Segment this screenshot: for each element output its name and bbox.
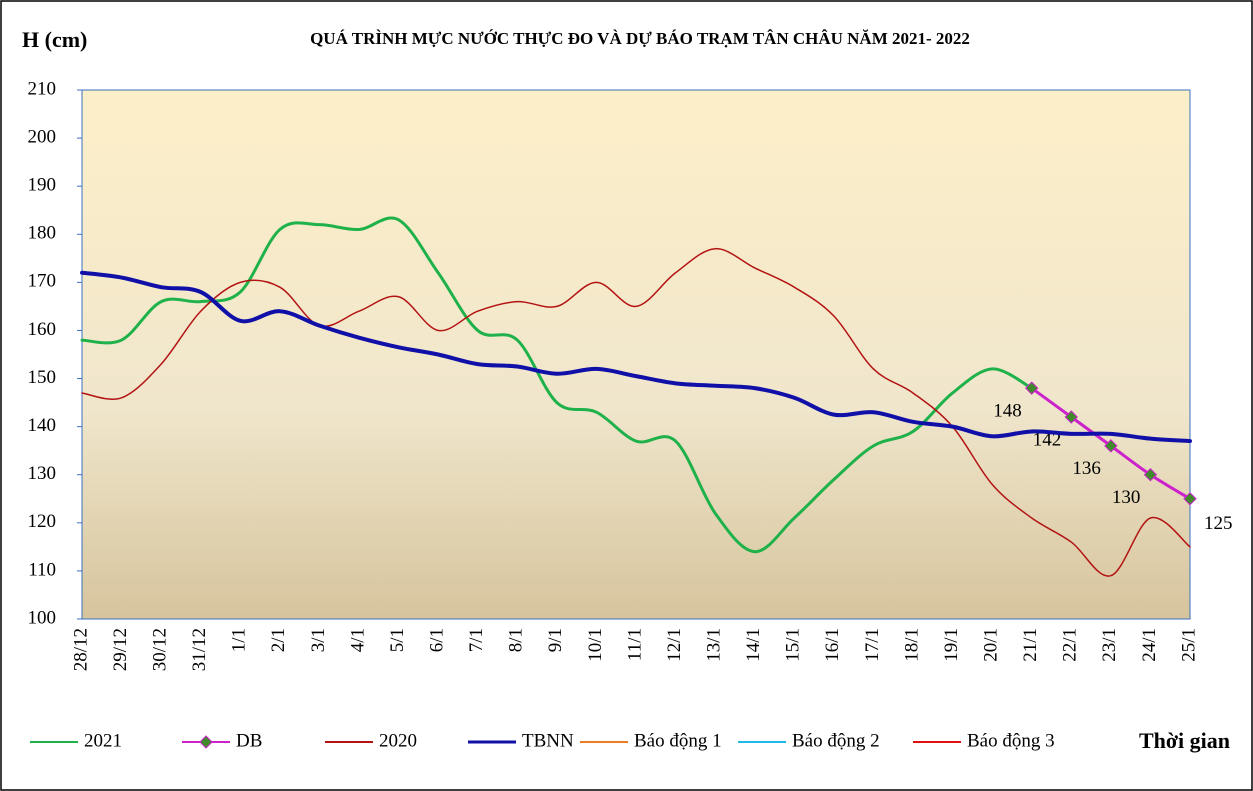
chart-title: QUÁ TRÌNH MỰC NƯỚC THỰC ĐO VÀ DỰ BÁO TRẠ… <box>310 29 970 48</box>
x-tick-label: 15/1 <box>783 628 804 662</box>
legend-label: 2020 <box>379 730 417 751</box>
x-tick-label: 9/1 <box>545 628 566 652</box>
legend-marker <box>199 735 213 749</box>
plot-area <box>81 89 1191 620</box>
legend-label: Báo động 1 <box>634 730 722 751</box>
x-tick-label: 16/1 <box>822 628 843 662</box>
x-tick-label: 8/1 <box>506 628 527 652</box>
x-tick-label: 13/1 <box>704 628 725 662</box>
data-label: 130 <box>1112 487 1141 508</box>
series-line <box>80 270 1192 444</box>
y-tick-label: 130 <box>28 463 57 484</box>
x-tick-label: 20/1 <box>981 628 1002 662</box>
marker <box>1025 381 1039 395</box>
series-line <box>81 247 1191 577</box>
x-tick-label: 18/1 <box>901 628 922 662</box>
data-label: 148 <box>993 401 1022 422</box>
x-tick-label: 31/12 <box>189 628 210 671</box>
x-tick-label: 17/1 <box>862 628 883 662</box>
x-tick-label: 1/1 <box>229 628 250 652</box>
y-tick-label: 140 <box>28 415 57 436</box>
legend-label: TBNN <box>522 730 574 751</box>
y-tick-label: 160 <box>28 319 57 340</box>
x-tick-label: 11/1 <box>624 628 645 661</box>
x-tick-label: 5/1 <box>387 628 408 652</box>
x-tick-label: 6/1 <box>427 628 448 652</box>
x-axis-label: Thời gian <box>1139 728 1230 753</box>
data-label: 125 <box>1204 513 1233 534</box>
x-tick-label: 21/1 <box>1020 628 1041 662</box>
y-tick-label: 150 <box>28 367 57 388</box>
marker <box>1104 439 1118 453</box>
marker <box>1064 410 1078 424</box>
x-tick-label: 22/1 <box>1060 628 1081 662</box>
x-tick-label: 12/1 <box>664 628 685 662</box>
x-tick-label: 29/12 <box>110 628 131 671</box>
x-tick-label: 4/1 <box>347 628 368 652</box>
data-label: 136 <box>1072 458 1101 479</box>
x-tick-label: 24/1 <box>1139 628 1160 662</box>
legend-label: Báo động 3 <box>967 730 1055 751</box>
legend-label: Báo động 2 <box>792 730 880 751</box>
x-tick-label: 28/12 <box>70 628 91 671</box>
x-tick-label: 19/1 <box>941 628 962 662</box>
x-tick-label: 25/1 <box>1178 628 1199 662</box>
y-axis-label: H (cm) <box>22 27 87 52</box>
y-tick-label: 180 <box>28 223 57 244</box>
marker <box>1183 492 1197 506</box>
y-tick-label: 200 <box>28 126 57 147</box>
x-tick-label: 7/1 <box>466 628 487 652</box>
data-label: 142 <box>1033 429 1062 450</box>
x-tick-label: 23/1 <box>1099 628 1120 662</box>
y-tick-label: 210 <box>28 78 57 99</box>
legend-label: 2021 <box>84 730 122 751</box>
y-tick-label: 100 <box>28 607 57 628</box>
x-tick-label: 30/12 <box>150 628 171 671</box>
x-tick-label: 2/1 <box>268 628 289 652</box>
marker <box>1143 468 1158 482</box>
legend-label: DB <box>236 730 262 751</box>
x-tick-label: 14/1 <box>743 628 764 662</box>
y-tick-label: 170 <box>28 271 57 292</box>
series-line <box>80 216 1034 554</box>
y-tick-label: 190 <box>28 175 57 196</box>
x-tick-label: 10/1 <box>585 628 606 662</box>
y-tick-label: 120 <box>28 511 57 532</box>
y-tick-label: 110 <box>28 559 56 580</box>
x-tick-label: 3/1 <box>308 628 329 652</box>
